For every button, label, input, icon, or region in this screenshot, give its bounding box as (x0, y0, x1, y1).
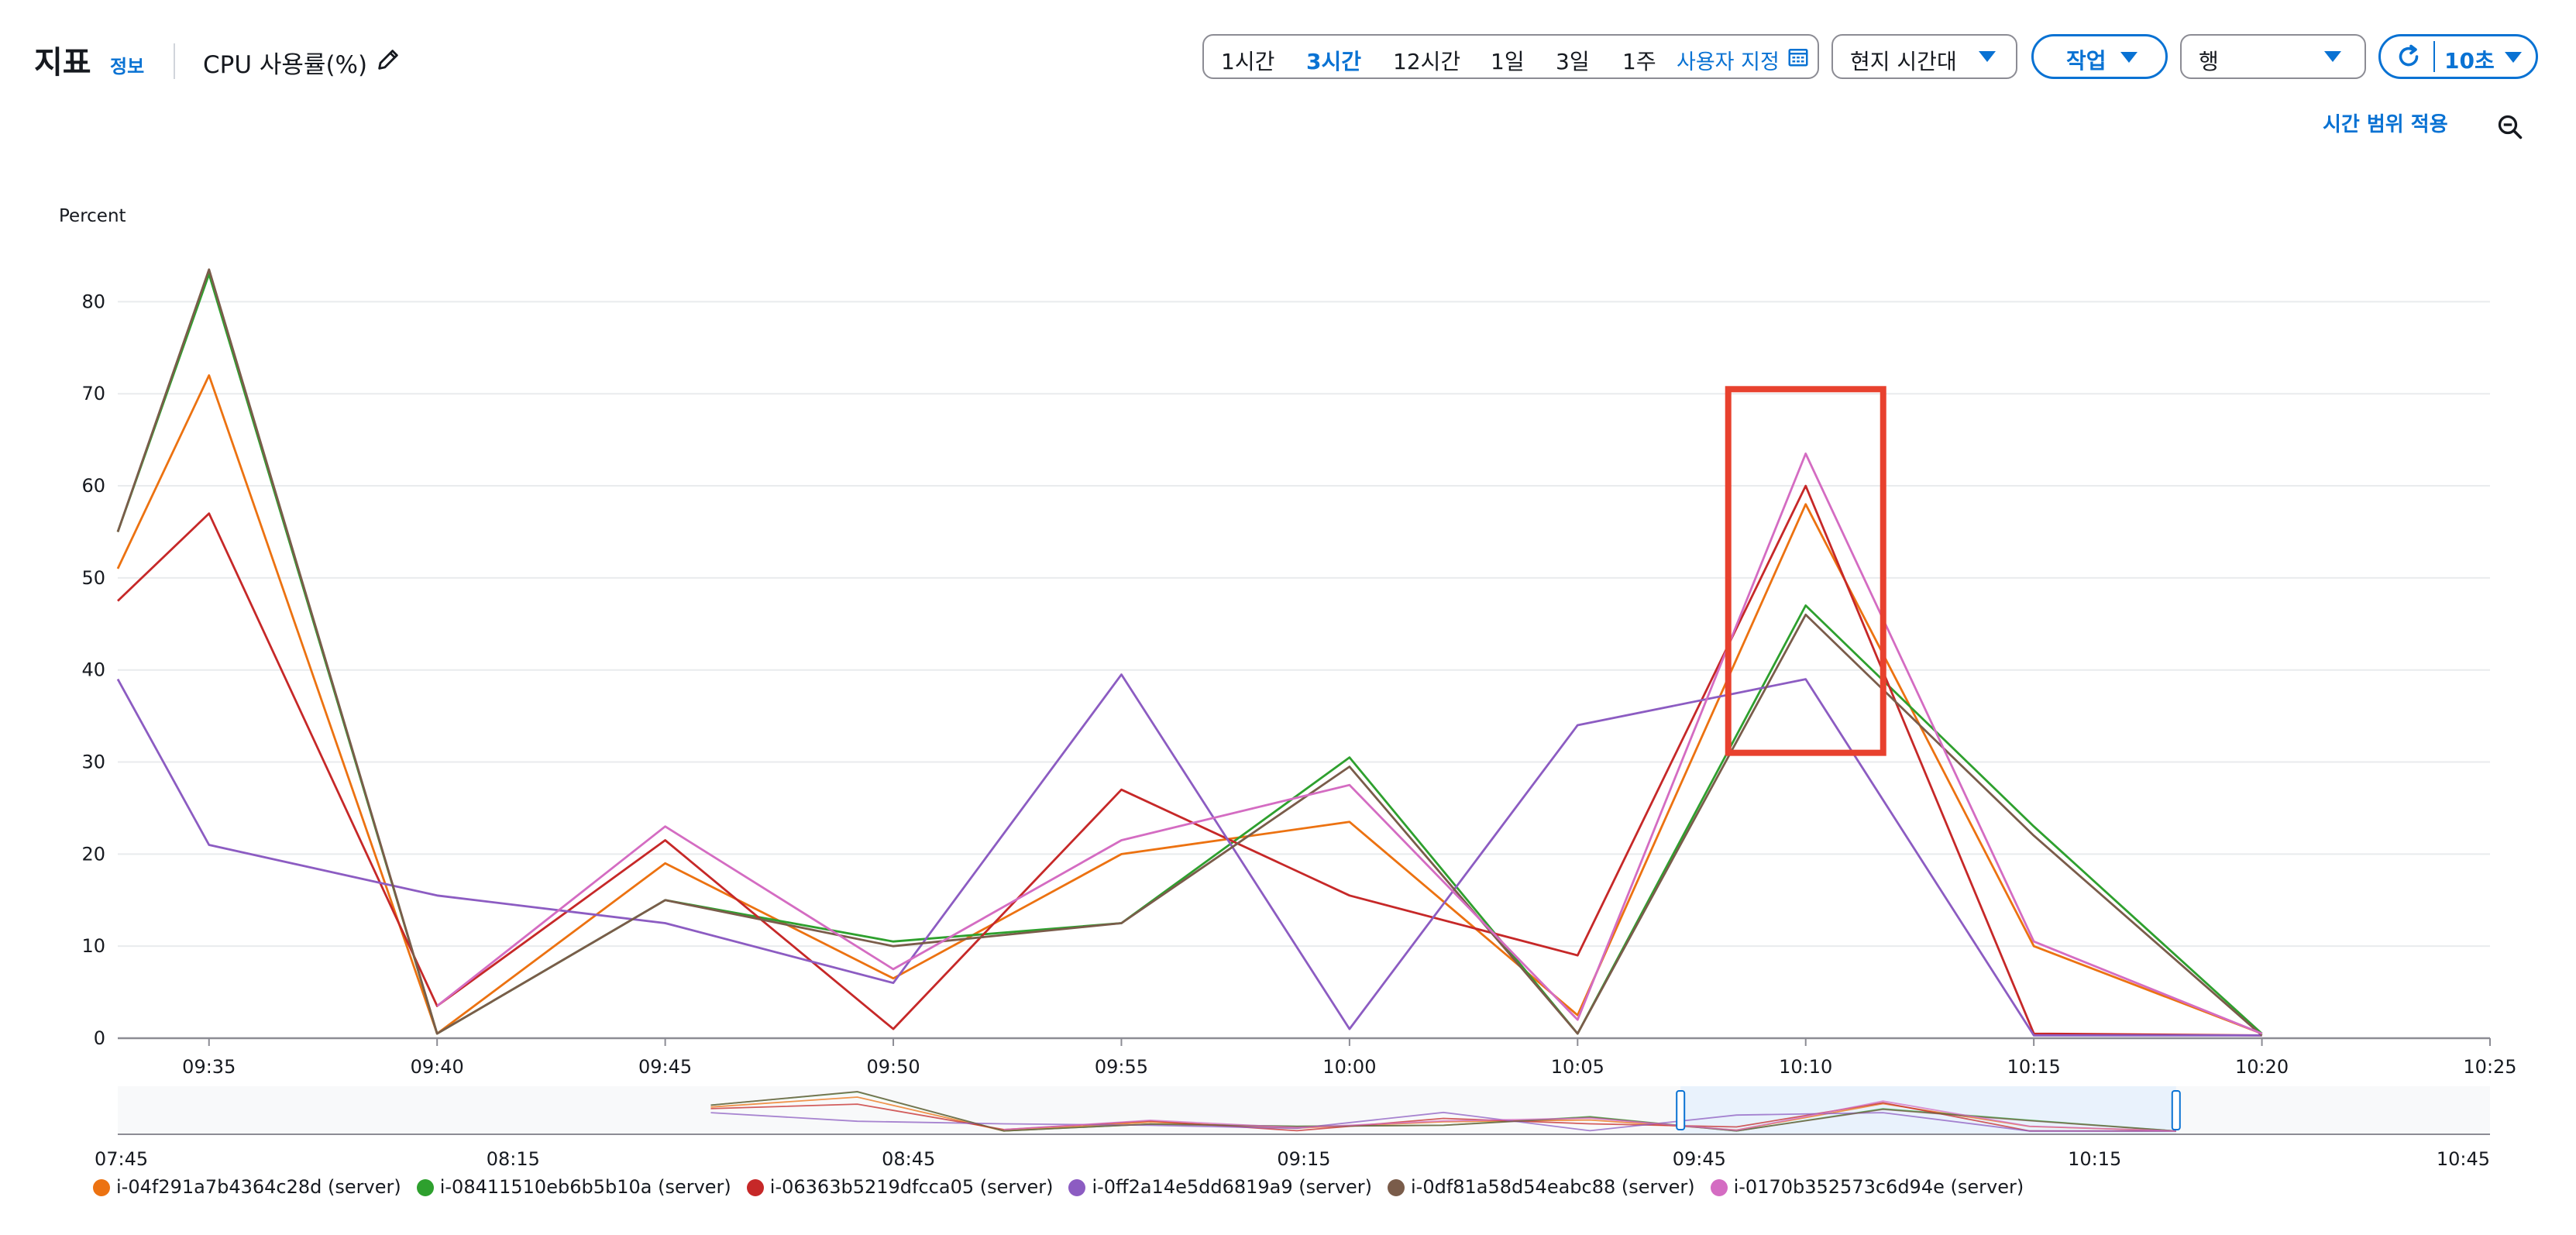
actions-button[interactable]: 작업 (2031, 34, 2168, 79)
overview-tick-label: 09:45 (1673, 1148, 1726, 1170)
chevron-down-icon (1979, 51, 1996, 62)
x-tick-label: 09:35 (182, 1056, 236, 1078)
time-range-selector: 1시간 3시간 12시간 1일 3일 1주 사용자 지정 (1202, 34, 1819, 79)
overview-tick-label: 09:15 (1277, 1148, 1330, 1170)
y-tick-label: 0 (94, 1027, 105, 1049)
legend-swatch (1068, 1179, 1086, 1196)
info-link[interactable]: 정보 (110, 56, 145, 77)
chevron-down-icon (2120, 52, 2137, 63)
highlight-box (1725, 386, 1886, 756)
pencil-icon[interactable] (375, 46, 401, 73)
y-tick-label: 10 (81, 935, 105, 957)
timezone-select[interactable]: 현지 시간대 (1831, 34, 2017, 79)
legend-item[interactable]: i-0df81a58d54eabc88 (server) (1387, 1176, 1695, 1198)
y-tick-label: 50 (81, 567, 105, 589)
overview-handle-right (2171, 1090, 2181, 1130)
x-tick-label: 10:20 (2235, 1056, 2289, 1078)
range-3d[interactable]: 3일 (1556, 49, 1590, 74)
legend-item[interactable]: i-04f291a7b4364c28d (server) (93, 1176, 401, 1198)
x-tick-label: 09:55 (1095, 1056, 1148, 1078)
x-tick-label: 10:10 (1779, 1056, 1832, 1078)
legend-swatch (416, 1179, 434, 1196)
range-3h[interactable]: 3시간 (1306, 49, 1362, 74)
overview-series-line (710, 1111, 2176, 1132)
legend-label: i-04f291a7b4364c28d (server) (116, 1176, 401, 1198)
view-select[interactable]: 행 (2180, 34, 2366, 79)
x-tick-label: 09:45 (638, 1056, 692, 1078)
x-tick-label: 10:25 (2463, 1056, 2516, 1078)
range-1d[interactable]: 1일 (1491, 49, 1525, 74)
header-divider (174, 43, 175, 79)
page-title: 지표 (34, 45, 91, 81)
view-value: 행 (2199, 49, 2219, 74)
legend-swatch (746, 1179, 764, 1196)
range-1w[interactable]: 1주 (1622, 49, 1656, 74)
legend-item[interactable]: i-08411510eb6b5b10a (server) (416, 1176, 731, 1198)
refresh-control: 10초 (2378, 34, 2538, 79)
refresh-divider (2433, 41, 2435, 72)
overview-tick-label: 07:45 (95, 1148, 148, 1170)
x-tick-label: 10:15 (2007, 1056, 2061, 1078)
overview-tick-label: 08:15 (487, 1148, 540, 1170)
zoom-out-icon[interactable] (2496, 113, 2524, 141)
x-tick-label: 09:40 (411, 1056, 464, 1078)
legend-swatch (93, 1179, 110, 1196)
x-tick-label: 09:50 (866, 1056, 920, 1078)
legend-item[interactable]: i-0ff2a14e5dd6819a9 (server) (1068, 1176, 1372, 1198)
legend-label: i-0df81a58d54eabc88 (server) (1410, 1176, 1695, 1198)
overview-series-line (710, 1102, 2176, 1132)
overview-series-line (710, 1096, 2176, 1132)
y-tick-label: 80 (81, 291, 105, 312)
legend-label: i-08411510eb6b5b10a (server) (439, 1176, 731, 1198)
y-axis-label: Percent (59, 206, 126, 226)
x-tick-label: 10:05 (1551, 1056, 1604, 1078)
legend-label: i-0ff2a14e5dd6819a9 (server) (1092, 1176, 1372, 1198)
calendar-icon[interactable] (1787, 45, 1810, 68)
chart-legend: i-04f291a7b4364c28d (server) i-08411510eb… (93, 1176, 2039, 1207)
y-tick-label: 40 (81, 659, 105, 681)
chevron-down-icon[interactable] (2505, 52, 2522, 63)
y-tick-label: 60 (81, 475, 105, 497)
page-header: 지표 정보 CPU 사용률(%) 1시간 3시간 12시간 1일 3일 1주 사… (0, 0, 2576, 108)
refresh-icon[interactable] (2395, 43, 2423, 71)
custom-range-link[interactable]: 사용자 지정 (1677, 50, 1780, 74)
timezone-value: 현지 시간대 (1850, 49, 1957, 74)
legend-swatch (1710, 1179, 1728, 1196)
range-12h[interactable]: 12시간 (1393, 49, 1461, 74)
legend-item[interactable]: i-06363b5219dfcca05 (server) (746, 1176, 1054, 1198)
legend-swatch (1387, 1179, 1405, 1196)
series-line (116, 268, 2263, 1037)
series-line (116, 673, 2262, 1037)
series-line (116, 273, 2263, 1035)
y-tick-label: 20 (81, 843, 105, 865)
x-tick-label: 10:00 (1322, 1056, 1376, 1078)
overview-tick-label: 10:15 (2068, 1148, 2121, 1170)
chevron-down-icon (2324, 51, 2341, 62)
legend-item[interactable]: i-0170b352573c6d94e (server) (1710, 1176, 2024, 1198)
series-line (117, 484, 2262, 1037)
legend-label: i-0170b352573c6d94e (server) (1733, 1176, 2024, 1198)
overview-tick-label: 08:45 (882, 1148, 935, 1170)
actions-label: 작업 (2066, 48, 2107, 74)
overview-tick-label: 10:45 (2437, 1148, 2490, 1170)
chart-panel (34, 99, 2541, 1230)
overview-series-line (1003, 1100, 2176, 1132)
apply-time-range-button[interactable]: 시간 범위 적용 (2323, 113, 2448, 136)
overview-series-line (710, 1090, 2176, 1132)
legend-label: i-06363b5219dfcca05 (server) (769, 1176, 1054, 1198)
range-1h[interactable]: 1시간 (1221, 49, 1275, 74)
refresh-interval[interactable]: 10초 (2444, 48, 2495, 74)
metric-name: CPU 사용률(%) (203, 51, 368, 79)
series-line (116, 374, 2263, 1035)
series-line (436, 452, 2263, 1035)
y-tick-label: 70 (81, 383, 105, 404)
overview-handle-left (1676, 1090, 1686, 1130)
y-tick-label: 30 (81, 752, 105, 773)
